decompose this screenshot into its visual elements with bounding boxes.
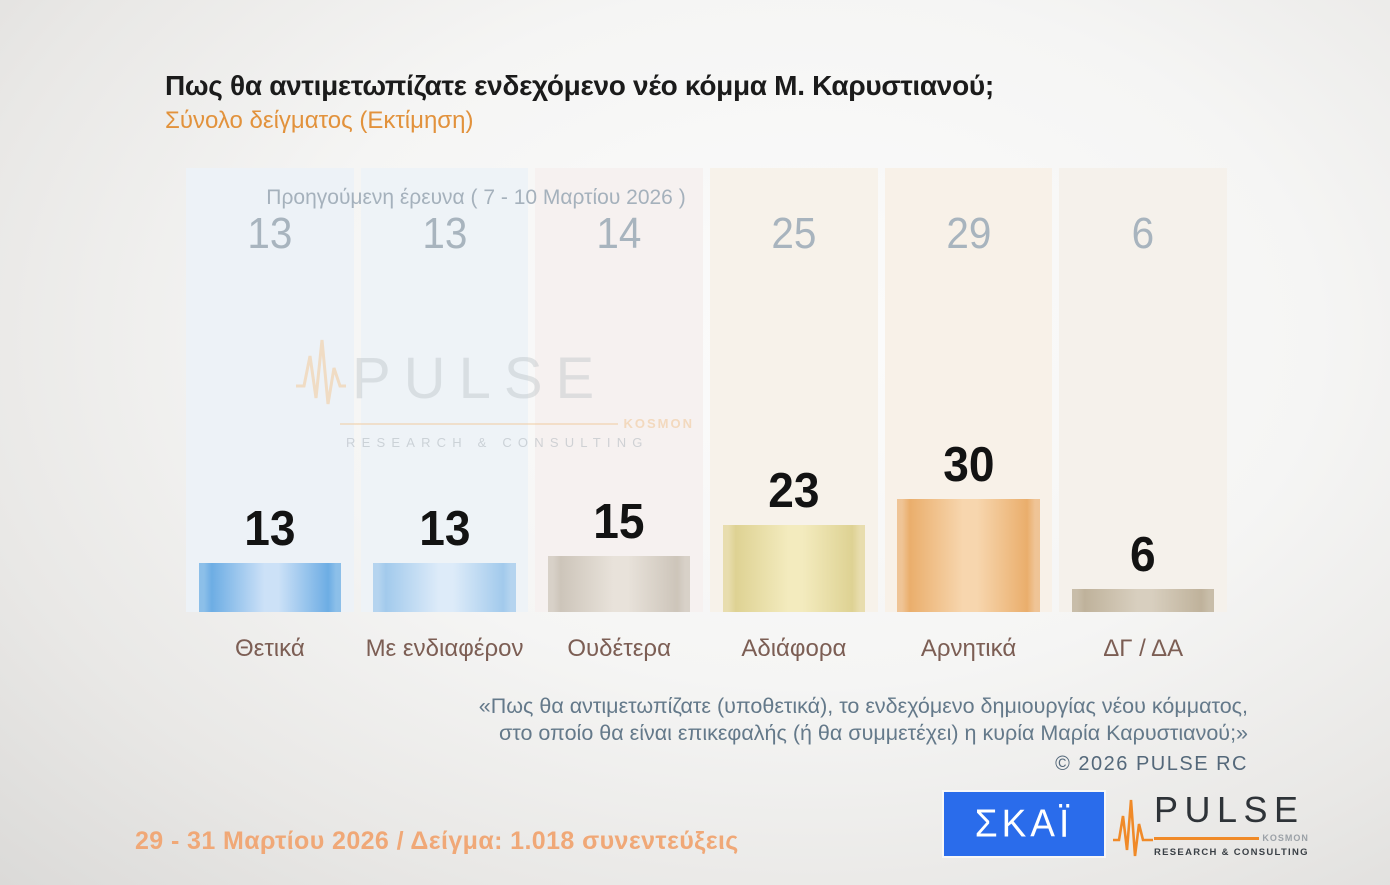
- survey-date-sample: 29 - 31 Μαρτίου 2026 / Δείγμα: 1.018 συν…: [135, 827, 739, 855]
- chart-column-6: 6 6 ΔΓ / ΔΑ: [1059, 168, 1228, 662]
- category-label: Αδιάφορα: [741, 635, 847, 662]
- page-subtitle: Σύνολο δείγματος (Εκτίμηση): [165, 107, 474, 134]
- skai-logo-text: ΣΚΑΪ: [974, 801, 1074, 845]
- pulse-logo-kosmon: KOSMON: [1262, 833, 1309, 843]
- current-value: 23: [768, 464, 820, 519]
- previous-value: 25: [771, 209, 817, 258]
- bar: [198, 563, 342, 612]
- current-value: 13: [244, 502, 296, 556]
- bar: [547, 555, 691, 612]
- category-label: Αρνητικά: [920, 635, 1017, 662]
- skai-logo: ΣΚΑΪ: [944, 792, 1104, 856]
- current-value: 6: [1130, 528, 1157, 583]
- previous-value: 13: [421, 209, 468, 258]
- pulse-logo: PULSE KOSMON RESEARCH & CONSULTING: [1112, 788, 1308, 860]
- category-label: Θετικά: [234, 635, 305, 662]
- category-label: ΔΓ / ΔΑ: [1103, 635, 1184, 662]
- current-value: 30: [942, 437, 995, 492]
- previous-value: 13: [247, 209, 293, 258]
- category-label: Ουδέτερα: [567, 635, 671, 662]
- previous-value: 6: [1131, 209, 1155, 258]
- chart-column-3: 14 15 Ουδέτερα: [535, 168, 704, 662]
- previous-value: 29: [946, 209, 992, 258]
- bar: [897, 498, 1040, 612]
- footnote-line2: στο οποίο θα είναι επικεφαλής (ή θα συμμ…: [499, 721, 1248, 745]
- bar-chart: Προηγούμενη έρευνα ( 7 - 10 Μαρτίου 2026…: [186, 168, 1228, 662]
- footnote: «Πως θα αντιμετωπίζατε (υποθετικά), το ε…: [479, 693, 1248, 778]
- chart-column-4: 25 23 Αδιάφορα: [710, 168, 878, 662]
- previous-value: 14: [596, 209, 642, 258]
- copyright: © 2026 PULSE RC: [1055, 753, 1248, 775]
- footnote-line1: «Πως θα αντιμετωπίζατε (υποθετικά), το ε…: [478, 694, 1248, 718]
- current-value: 15: [593, 494, 645, 549]
- chart-column-5: 29 30 Αρνητικά: [884, 168, 1053, 662]
- pulse-logo-text: PULSE: [1154, 789, 1305, 830]
- heartbeat-icon: [1113, 799, 1153, 857]
- pulse-logo-underline: [1154, 836, 1260, 840]
- chart-column-2: 13 13 Με ενδιαφέρον: [360, 168, 529, 662]
- current-value: 13: [418, 502, 471, 556]
- chart-column-1: 13 13 Θετικά: [186, 168, 354, 662]
- bar: [1071, 589, 1215, 612]
- pulse-logo-research: RESEARCH & CONSULTING: [1154, 847, 1309, 858]
- previous-survey-label: Προηγούμενη έρευνα ( 7 - 10 Μαρτίου 2026…: [266, 186, 686, 209]
- bar: [373, 563, 516, 612]
- page-title: Πως θα αντιμετωπίζατε ενδεχόμενο νέο κόμ…: [165, 70, 994, 101]
- category-label: Με ενδιαφέρον: [365, 635, 524, 662]
- bar: [722, 525, 866, 612]
